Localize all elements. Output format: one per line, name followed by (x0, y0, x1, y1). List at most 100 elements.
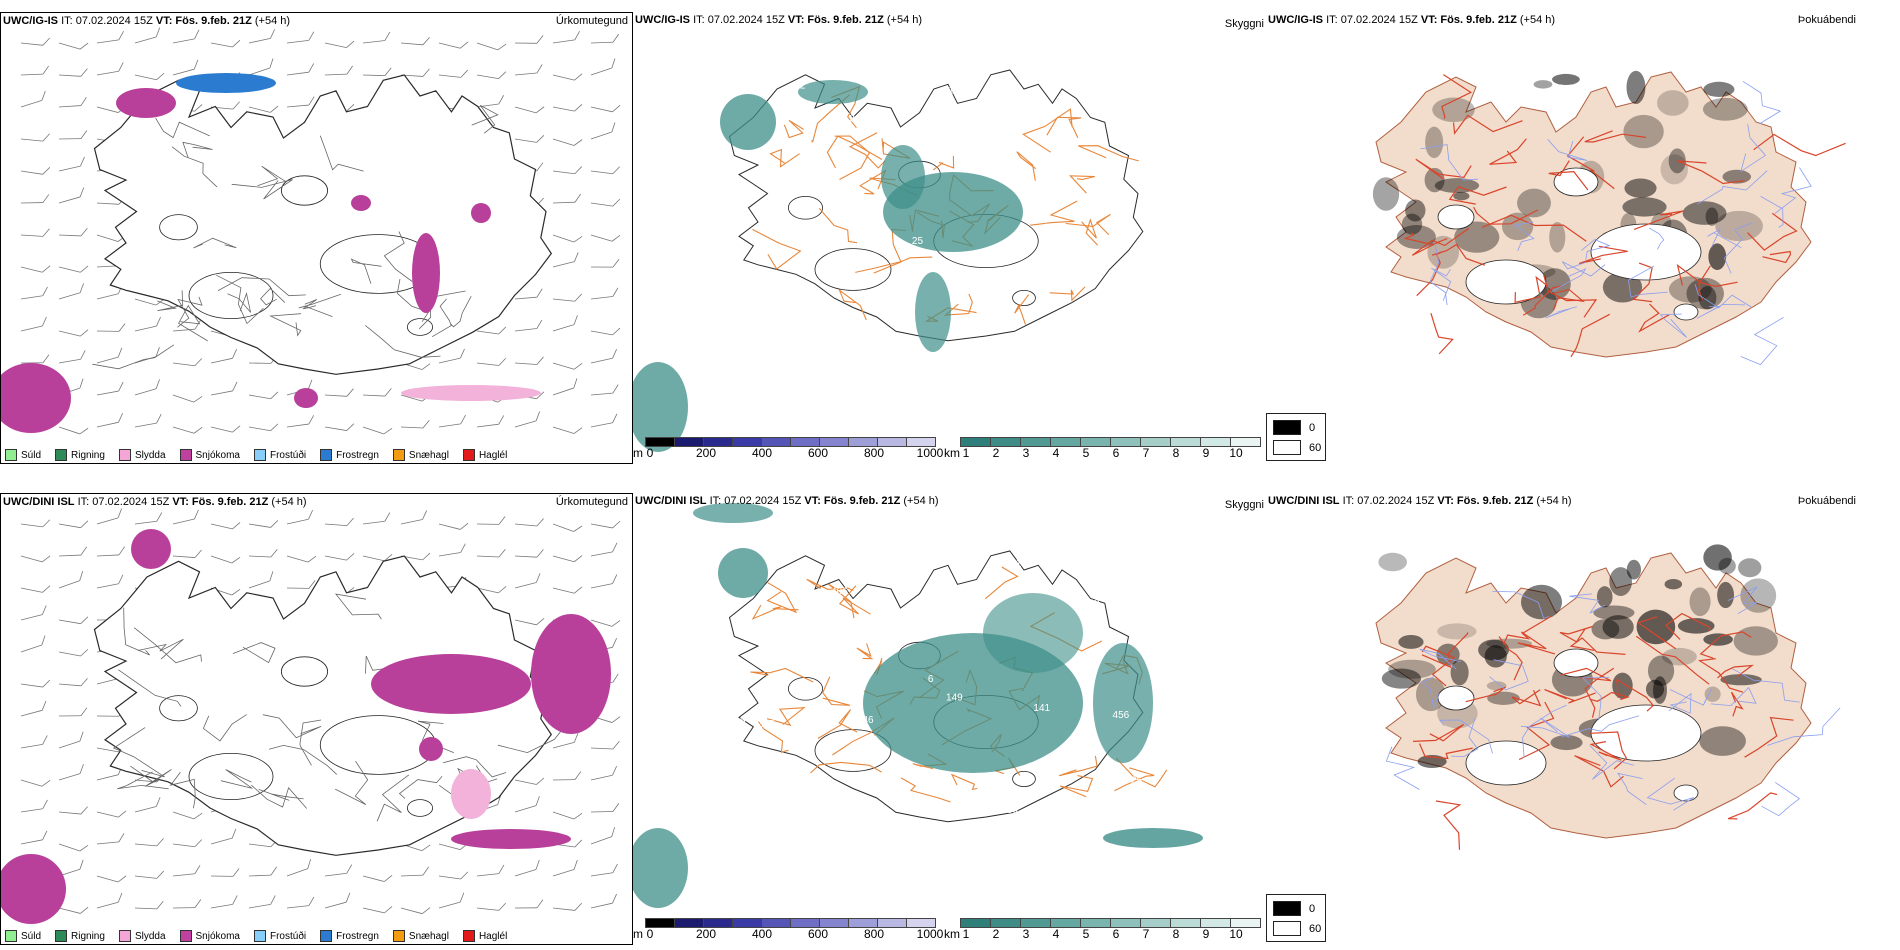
legend-label: Haglél (478, 449, 508, 461)
road-line (193, 237, 237, 249)
glacier-outline (1673, 784, 1699, 802)
river-line (1707, 228, 1742, 249)
wind-barb (248, 29, 276, 44)
road-line (1753, 133, 1846, 157)
road-line (783, 119, 804, 139)
river-line (1520, 717, 1571, 738)
wind-barb (438, 892, 465, 909)
river-line (1767, 707, 1841, 746)
wind-barb (514, 859, 540, 877)
river-line (1561, 715, 1640, 738)
cloud-patch (1372, 177, 1400, 211)
wind-barb (96, 875, 127, 883)
cloud-patch (1401, 213, 1423, 235)
river-line (1646, 777, 1695, 811)
wind-barb (438, 414, 466, 428)
colorbar-tick: 8 (1172, 446, 1180, 460)
road-line (750, 667, 814, 683)
colorbar-tick: 800 (863, 446, 885, 460)
wind-barb (134, 870, 164, 879)
legend-label: Frostregn (336, 449, 379, 461)
glacier-outline (1437, 204, 1475, 230)
wind-barb (248, 549, 278, 558)
river-line (1581, 239, 1611, 260)
wind-barb (514, 135, 545, 143)
wind-barb (590, 33, 620, 44)
wind-barb (20, 194, 50, 204)
wind-barb (96, 323, 126, 332)
visibility-value-label: 34 (1080, 328, 1092, 339)
colorbar-tick: 10 (1229, 446, 1243, 460)
colorbar-segment (877, 918, 906, 928)
road-line (1566, 136, 1615, 190)
visibility-value-label: 15 (734, 716, 746, 727)
colorbar-segment (645, 437, 674, 447)
wind-barb (210, 828, 237, 845)
colorbar-segment (1050, 918, 1080, 928)
black-swatch (1273, 420, 1301, 435)
road-line (169, 772, 196, 809)
road-line (319, 135, 364, 172)
wind-barb (514, 618, 545, 626)
precip-legend-item: Frostregn (320, 449, 379, 461)
colorbar-segment (1050, 437, 1080, 447)
visibility-value-label: 746 (857, 715, 874, 726)
wind-barb (248, 58, 274, 76)
road-line (818, 207, 858, 244)
wind-barb (552, 859, 578, 877)
road-line (1030, 200, 1078, 226)
river-line (1628, 265, 1668, 298)
road-line (431, 298, 452, 338)
wind-barb (590, 893, 617, 909)
visibility-value-label: 149 (946, 692, 963, 703)
wind-barb (286, 63, 315, 76)
wind-barb (552, 234, 583, 243)
river-line (1617, 772, 1647, 806)
river-line (1438, 719, 1493, 754)
visibility-value-label: 9 (791, 593, 797, 604)
colorbar-segment (732, 918, 761, 928)
wind-barb (58, 283, 84, 300)
road-line (1498, 636, 1523, 681)
colorbar-segment (848, 437, 877, 447)
cloud-patch (1715, 210, 1763, 242)
wind-barb (20, 167, 51, 175)
colorbar-segment (1140, 437, 1170, 447)
glacier-outline (406, 318, 433, 336)
road-line (856, 643, 874, 660)
cloud-patch (1609, 567, 1632, 597)
road-line (1589, 741, 1622, 761)
snow-area (116, 88, 176, 118)
wind-barb (590, 105, 621, 113)
road-line (1058, 755, 1098, 777)
wind-barb (476, 358, 507, 366)
wind-barb (552, 902, 583, 911)
colorbar-segment (960, 437, 990, 447)
road-line (260, 287, 286, 306)
legend-swatch (55, 930, 68, 942)
wind-barb (58, 265, 89, 273)
colorbar-tick: 1 (962, 446, 970, 460)
legend-swatch (320, 449, 333, 461)
cloud-patch (1485, 638, 1533, 649)
snow-area (419, 737, 443, 761)
colorbar-unit: km (944, 927, 960, 941)
legend-label: Frostúði (269, 449, 307, 461)
river-line (1561, 261, 1606, 277)
panel-type-label: Þokuábendi (1797, 14, 1856, 26)
road-line (1632, 262, 1653, 303)
road-line (257, 165, 287, 187)
wind-barb (210, 555, 241, 564)
cloud-patch (1501, 212, 1534, 241)
wind-barb (514, 411, 541, 428)
road-line (1727, 792, 1778, 820)
road-line (766, 581, 798, 614)
glacier-outline (1465, 740, 1547, 786)
panel-title: UWC/IG-IS IT: 07.02.2024 15Z VT: Fös. 9.… (1268, 14, 1556, 26)
freezing-rain-area (176, 73, 276, 93)
road-line (231, 179, 293, 200)
cloud-patch (1738, 558, 1762, 578)
wind-barb (172, 811, 203, 820)
road-line (1589, 731, 1628, 770)
wind-barb (172, 899, 202, 909)
